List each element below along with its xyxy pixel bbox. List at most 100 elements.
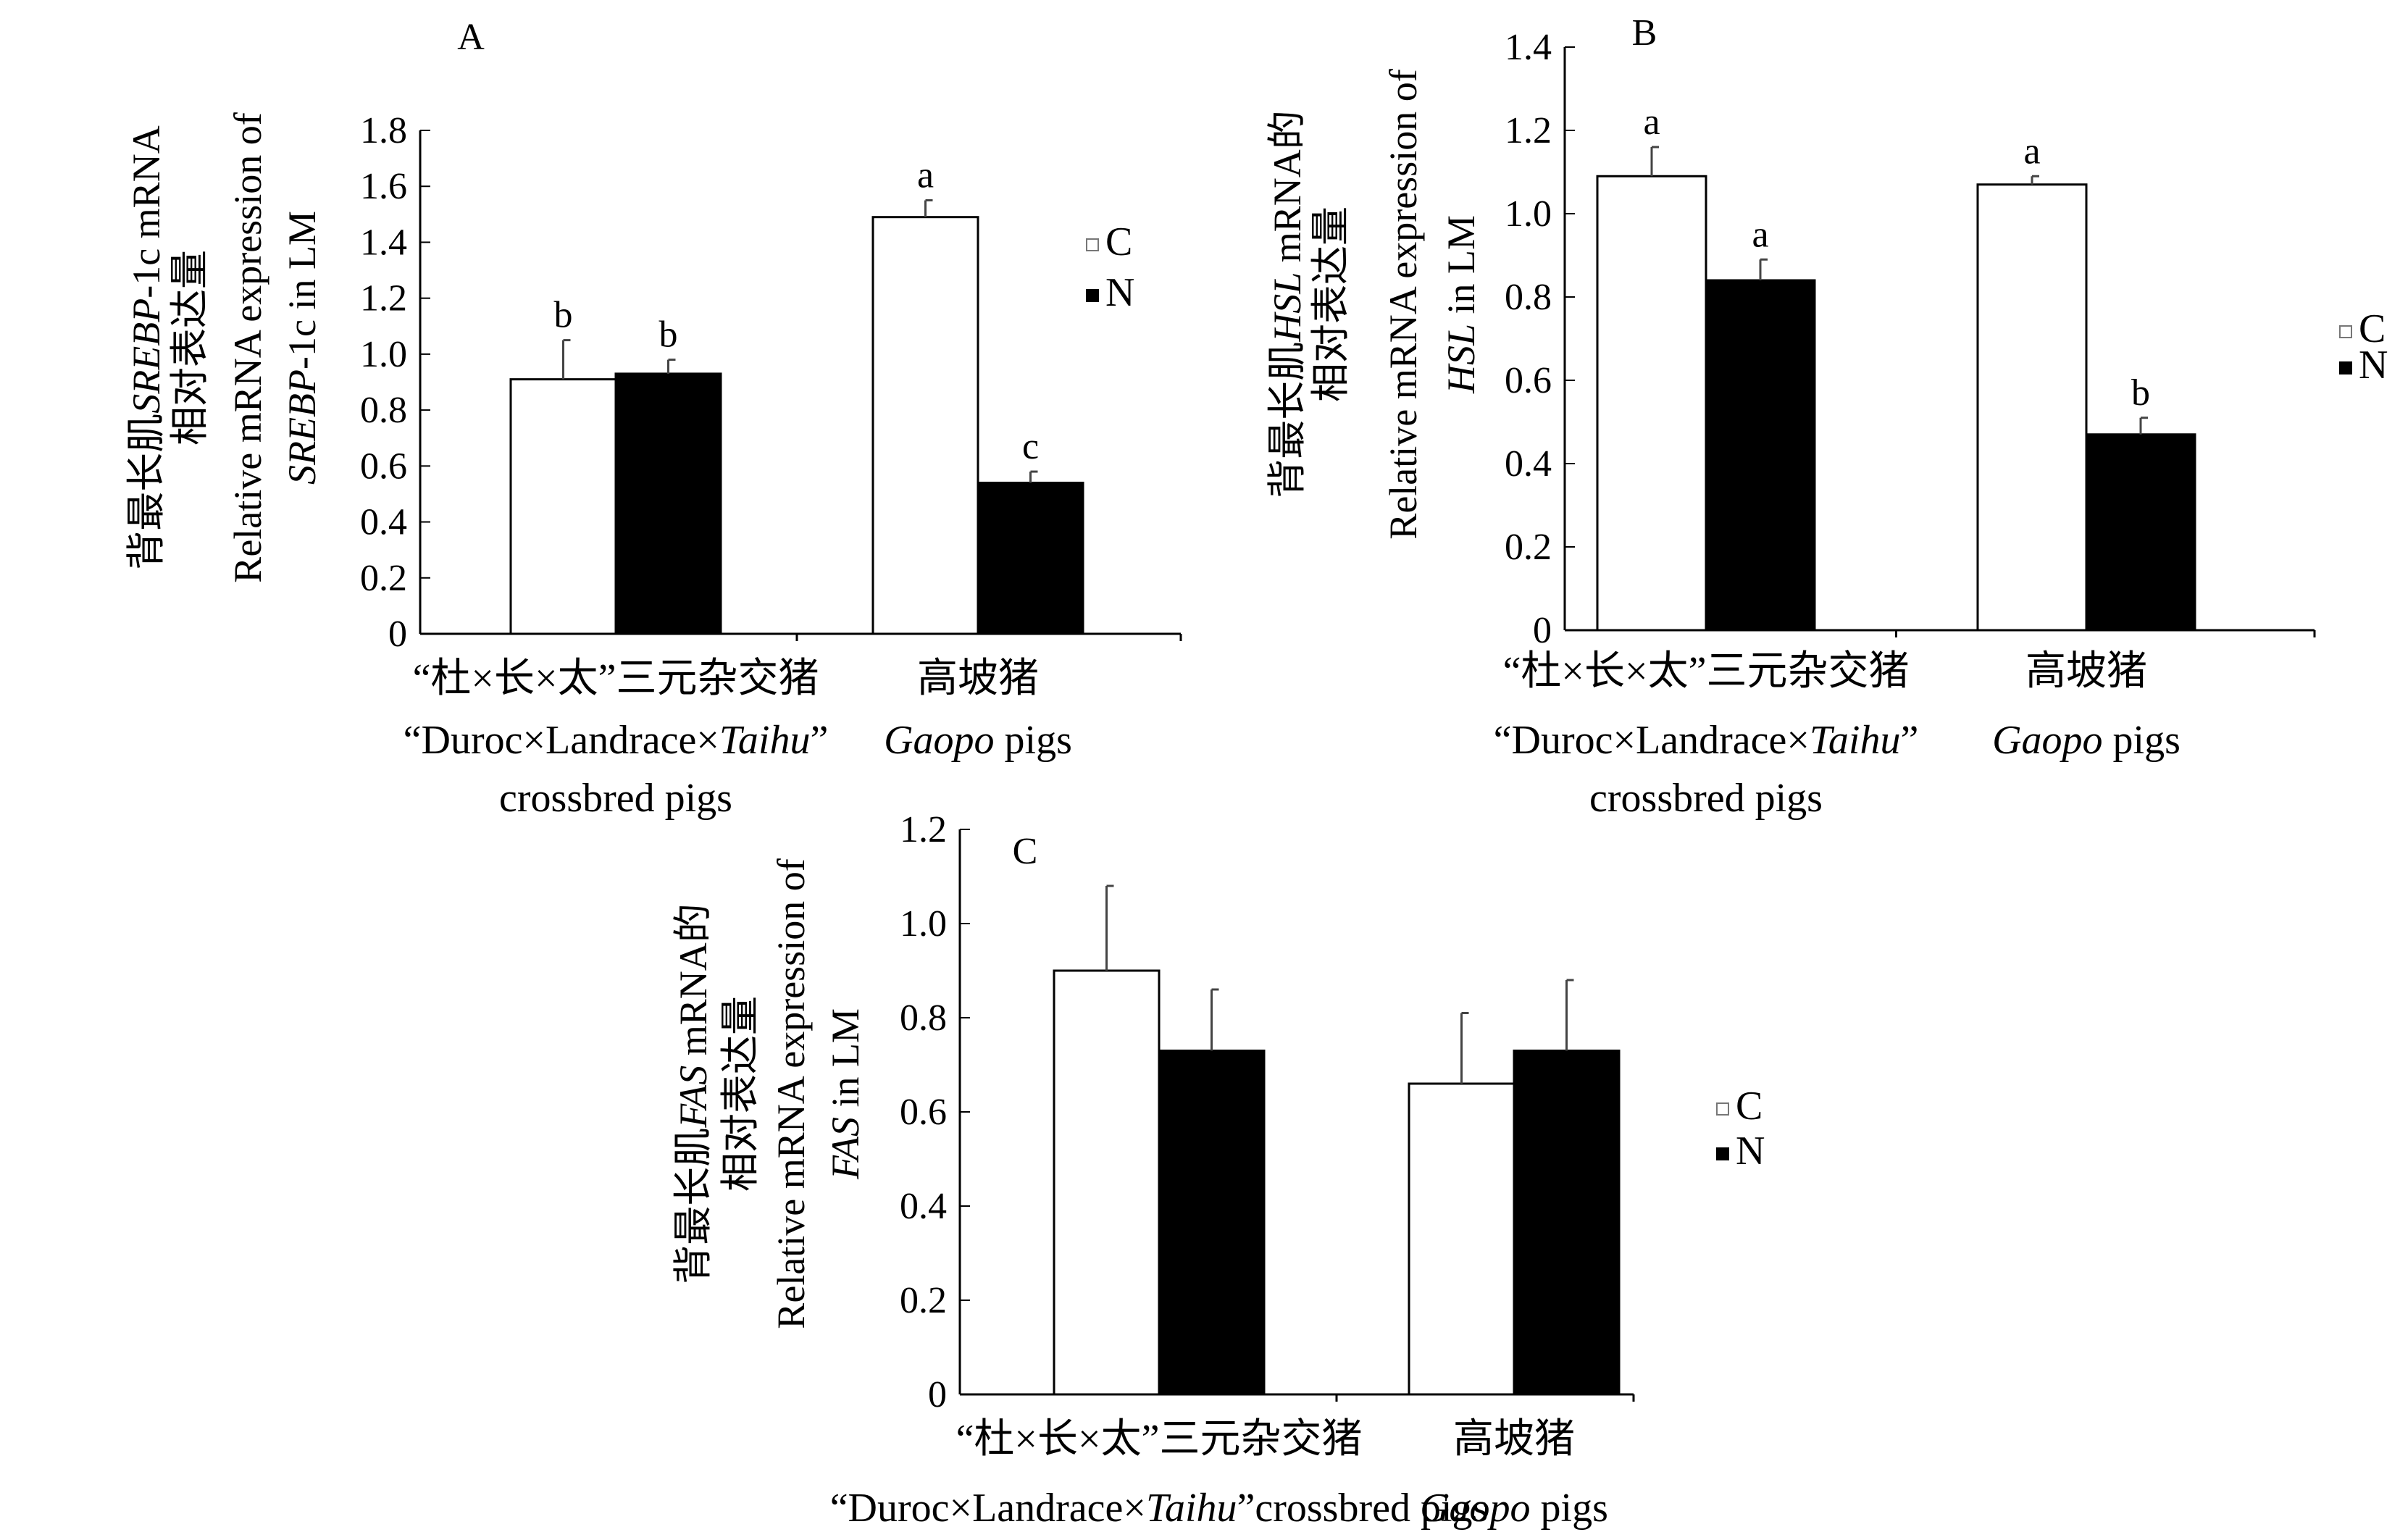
text-segment: ”crossbred pigs [1237,1486,1489,1531]
text-segment: mRNA的 [672,903,715,1066]
legend-swatch [1716,1147,1729,1160]
y-tick-label: 0.8 [1505,277,1552,318]
text-segment: ” [1900,718,1918,763]
category-label-en-2: crossbred pigs [1589,776,1823,821]
legend-swatch [1716,1102,1729,1116]
category-label-cn: “杜×长×太”三元杂交猪 [1503,649,1910,694]
chart-panel-a: A00.20.40.60.81.01.21.41.61.8背最长肌SREBP-1… [125,17,1182,821]
category-label-cn: 高坡猪 [1453,1417,1575,1462]
text-segment: mRNA的 [1266,110,1309,272]
bar-n [1705,279,1816,632]
text-segment: 背最长肌 [1266,342,1309,498]
panel-label: B [1632,12,1657,54]
significance-letter: b [2131,372,2150,414]
y-axis-label-line: 背最长肌SREBP-1c mRNA [125,125,168,569]
y-axis-label-line: SREBP-1c in LM [280,211,324,485]
significance-letter: a [2023,130,2040,172]
bar-c [1976,183,2088,632]
bar-n [2085,433,2196,632]
text-segment: HSL [1266,272,1309,343]
y-tick-label: 0 [1533,610,1552,651]
y-tick-label: 0.8 [360,390,407,431]
category-label-cn: 高坡猪 [917,656,1039,701]
text-segment: Gaopo [884,718,994,763]
category-label-en: Gaopo pigs [884,718,1072,763]
text-segment: Taihu [719,718,811,763]
text-segment: SREBP [125,298,168,414]
legend-label: N [2359,343,2388,388]
text-segment: FAS [672,1066,715,1129]
text-segment: pigs [1531,1486,1608,1531]
category-label-en: “Duroc×Landrace×Taihu” [1494,718,1919,763]
bar-n [1513,1050,1621,1396]
text-segment: Relative mRNA expression of [1381,69,1425,539]
legend-label: C [2359,306,2386,351]
text-segment: SREBP [280,369,324,485]
bar-c [1408,1082,1515,1396]
y-axis-label-line: HSL in LM [1439,215,1483,394]
text-segment: in LM [1439,215,1483,324]
y-tick-label: 0.2 [900,1280,947,1321]
significance-letter: a [1643,101,1660,143]
text-segment: 相对表达量 [168,250,212,445]
significance-letter: a [917,155,934,196]
panel-label: A [457,17,485,58]
category-label-cn: 高坡猪 [2025,649,2147,694]
y-tick-label: 1.0 [900,903,947,945]
text-segment: 相对表达量 [719,996,762,1192]
y-axis-label-line: 背最长肌HSL mRNA的 [1266,110,1309,498]
y-tick-label: 0.6 [1505,360,1552,401]
text-segment: Taihu [1146,1486,1237,1531]
text-segment: “Duroc×Landrace× [1494,718,1810,763]
text-segment: 相对表达量 [1309,206,1352,402]
text-segment: Gaopo [1420,1486,1530,1531]
y-tick-label: 0.4 [900,1186,947,1227]
y-tick-label: 1.6 [360,166,407,207]
legend-swatch [1086,289,1099,302]
y-tick-label: 0 [388,614,407,655]
y-tick-label: 0.2 [1505,527,1552,568]
category-label-en: “Duroc×Landrace×Taihu”crossbred pigs [830,1486,1489,1531]
text-segment: in LM [824,1008,867,1117]
text-segment: -1c in LM [280,211,324,369]
significance-letter: a [1752,214,1768,255]
legend-swatch [1086,238,1099,251]
significance-letter: b [554,295,573,336]
y-tick-label: 0.8 [900,997,947,1039]
category-label-cn: “杜×长×太”三元杂交猪 [956,1417,1363,1462]
text-segment: 背最长肌 [125,414,168,570]
bar-c [871,216,979,635]
category-label-cn: “杜×长×太”三元杂交猪 [413,656,819,701]
bar-n [1158,1050,1266,1396]
y-axis-label-line: Relative mRNA expression of [1381,69,1425,539]
y-tick-label: 0.6 [360,445,407,487]
text-segment: FAS [824,1117,867,1180]
y-tick-label: 0 [928,1374,947,1415]
category-label-en-2: crossbred pigs [499,776,732,821]
text-segment: -1c mRNA [125,125,168,298]
text-segment: “Duroc×Landrace× [404,718,719,763]
panel-label: C [1013,831,1038,872]
category-label-en: Gaopo pigs [1992,718,2181,763]
y-tick-label: 1.0 [360,334,407,375]
text-segment: “Duroc×Landrace× [830,1486,1146,1531]
bar-c [1053,969,1161,1396]
text-segment: ” [810,718,828,763]
y-axis-label-line: FAS in LM [824,1008,867,1180]
y-tick-label: 0.6 [900,1092,947,1133]
bar-c [509,378,617,635]
legend-swatch [2339,361,2352,374]
y-tick-label: 1.0 [1505,193,1552,235]
category-label-en: Gaopo pigs [1420,1486,1608,1531]
bar-c [1596,175,1707,632]
legend-label: N [1736,1129,1765,1173]
legend-label: N [1105,270,1134,315]
significance-letter: b [659,314,678,356]
category-label-en: “Duroc×Landrace×Taihu” [404,718,829,763]
y-tick-label: 0.4 [360,502,407,543]
text-segment: Relative mRNA expression of [769,858,813,1328]
y-tick-label: 1.2 [360,278,407,319]
